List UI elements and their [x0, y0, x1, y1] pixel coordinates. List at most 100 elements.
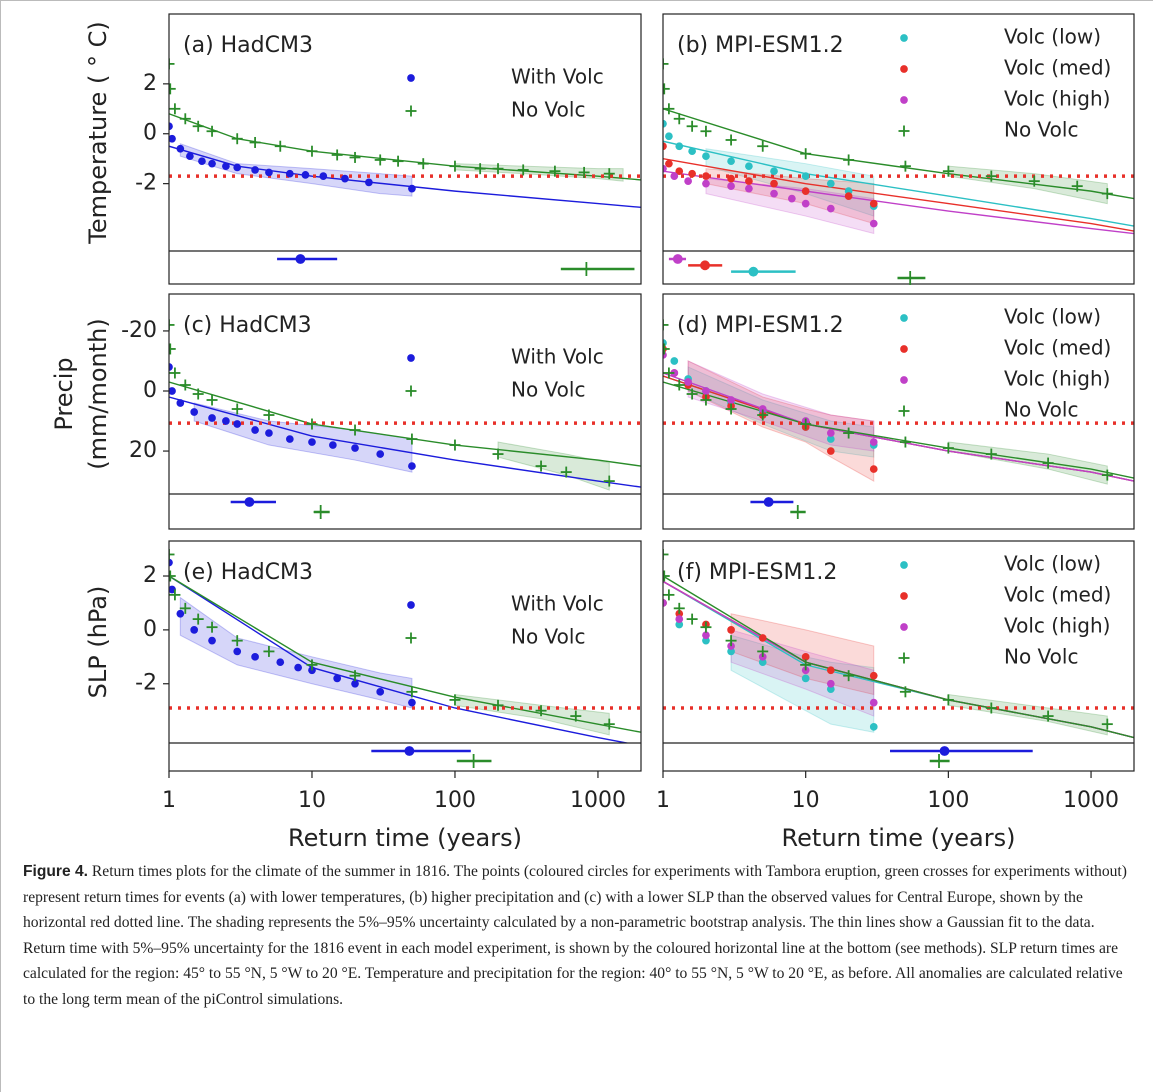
- legend-marker: [900, 96, 908, 104]
- axes-frame: [168, 13, 642, 285]
- plus-marker: [466, 754, 481, 768]
- dot-marker: [285, 435, 294, 443]
- plus-marker: [392, 155, 404, 167]
- plus-marker: [535, 460, 547, 472]
- plus-marker: [231, 403, 243, 415]
- plus-marker: [349, 424, 361, 436]
- dot-marker: [190, 626, 199, 634]
- dot-marker: [770, 167, 778, 176]
- legend-marker: [407, 601, 415, 609]
- plot-area: [169, 319, 641, 491]
- dot-marker: [727, 647, 735, 656]
- plus-marker: [725, 403, 737, 415]
- plus-marker: [843, 427, 855, 439]
- axes-frame: [168, 293, 642, 530]
- dot-marker: [801, 172, 810, 181]
- dot-marker: [675, 142, 684, 151]
- legend-label: Volc (high): [1004, 87, 1110, 111]
- plus-marker: [663, 319, 669, 331]
- dot-marker: [233, 647, 242, 656]
- plus-marker: [932, 754, 947, 768]
- plus-marker: [306, 145, 318, 157]
- plus-marker: [985, 702, 997, 714]
- dot-marker: [169, 558, 173, 567]
- dot-marker: [404, 746, 415, 756]
- axes-frame: [662, 293, 1135, 530]
- dot-marker: [276, 658, 285, 667]
- plus-marker: [899, 686, 911, 698]
- x-tick-label: 1: [162, 788, 176, 813]
- dot-marker: [826, 685, 835, 693]
- dot-marker: [688, 147, 696, 156]
- plus-marker: [603, 718, 615, 730]
- plus-marker: [306, 418, 318, 430]
- dot-marker: [826, 679, 835, 688]
- legend-marker: [900, 34, 908, 42]
- plot-area: [169, 548, 641, 743]
- dot-marker: [408, 698, 416, 707]
- dot-marker: [702, 387, 710, 395]
- caption-label: Figure 4.: [23, 863, 88, 880]
- dot-marker: [758, 658, 767, 667]
- y-axis-label: SLP (hPa): [84, 586, 112, 699]
- plot-area: [663, 58, 1134, 235]
- dot-marker: [208, 636, 216, 645]
- dot-marker: [869, 698, 878, 707]
- legend-label: No Volc: [1004, 118, 1078, 142]
- plus-marker: [1042, 710, 1054, 722]
- plus-marker: [549, 165, 561, 177]
- dot-marker: [351, 679, 359, 688]
- dot-marker: [663, 164, 667, 173]
- legend-label: Volc (low): [1004, 552, 1101, 576]
- plus-marker: [800, 148, 812, 160]
- legend-label: No Volc: [511, 378, 585, 402]
- fit-line: [663, 170, 1134, 235]
- plus-marker: [169, 589, 181, 601]
- dot-marker: [176, 144, 185, 153]
- plus-marker: [725, 635, 737, 647]
- plus-marker: [169, 319, 175, 331]
- dot-marker: [672, 254, 683, 264]
- dot-marker: [788, 194, 796, 203]
- plus-marker: [560, 466, 572, 478]
- y-tick-label: -2: [135, 671, 157, 696]
- panel-title: (d) MPI-ESM1.2: [677, 313, 844, 338]
- panel-title: (e) HadCM3: [183, 560, 313, 585]
- dot-marker: [222, 417, 230, 425]
- dot-marker: [801, 187, 810, 195]
- uncertainty-band: [947, 165, 1108, 205]
- dot-marker: [801, 199, 810, 208]
- dot-marker: [251, 426, 259, 434]
- dot-marker: [869, 671, 878, 680]
- dot-marker: [869, 438, 878, 446]
- plus-marker: [903, 271, 918, 285]
- dot-marker: [233, 163, 242, 172]
- dot-marker: [408, 184, 416, 193]
- plus-marker: [249, 136, 261, 148]
- legend-label: No Volc: [1004, 398, 1078, 422]
- y-tick-label: 2: [143, 71, 157, 96]
- plus-marker: [192, 120, 204, 132]
- plus-marker: [942, 442, 954, 454]
- plus-marker: [492, 448, 504, 460]
- dot-marker: [688, 169, 696, 178]
- dot-marker: [169, 122, 173, 131]
- x-tick-label: 10: [792, 788, 820, 813]
- y-tick-label: 0: [143, 617, 157, 642]
- plus-marker: [942, 165, 954, 177]
- plus-marker: [942, 694, 954, 706]
- legend-marker: [900, 592, 908, 600]
- dot-marker: [341, 174, 349, 183]
- plus-marker: [169, 367, 181, 379]
- dot-marker: [758, 405, 767, 413]
- plus-marker: [192, 613, 204, 625]
- plus-marker: [757, 409, 769, 421]
- dot-marker: [869, 199, 878, 208]
- dot-marker: [333, 674, 342, 683]
- plus-marker: [169, 58, 175, 70]
- dot-marker: [727, 182, 735, 190]
- panel-title: (c) HadCM3: [183, 313, 312, 338]
- plus-marker: [169, 570, 176, 582]
- legend-label: Volc (med): [1004, 336, 1111, 360]
